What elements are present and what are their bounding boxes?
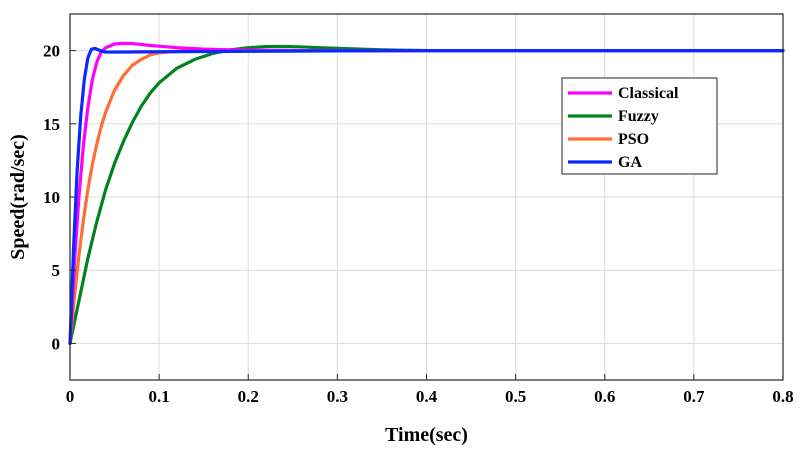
x-tick-label: 0.1 bbox=[149, 387, 170, 406]
y-tick-label: 5 bbox=[52, 261, 61, 280]
x-tick-label: 0.4 bbox=[416, 387, 438, 406]
legend-label-ga: GA bbox=[618, 154, 642, 171]
x-tick-label: 0.8 bbox=[772, 387, 793, 406]
legend: Classical Fuzzy PSO GA bbox=[561, 77, 718, 175]
y-tick-label: 20 bbox=[43, 42, 60, 61]
legend-label-pso: PSO bbox=[618, 131, 649, 148]
x-tick-label: 0.3 bbox=[327, 387, 348, 406]
x-tick-label: 0.6 bbox=[594, 387, 615, 406]
y-tick-label: 10 bbox=[43, 188, 60, 207]
y-tick-label: 0 bbox=[52, 334, 61, 353]
y-tick-label: 15 bbox=[43, 115, 60, 134]
x-tick-label: 0.2 bbox=[238, 387, 259, 406]
series-lines bbox=[68, 41, 785, 345]
legend-label-fuzzy: Fuzzy bbox=[618, 108, 659, 125]
series-line-ga bbox=[68, 46, 785, 345]
x-tick-label: 0.7 bbox=[683, 387, 705, 406]
x-tick-label: 0.5 bbox=[505, 387, 526, 406]
x-axis-label: Time(sec) bbox=[385, 424, 468, 446]
axis-ticks: 0 0.1 0.2 0.3 0.4 0.5 0.6 0.7 0.8 0 5 10 15 20 bbox=[43, 42, 794, 406]
x-tick-label: 0 bbox=[66, 387, 75, 406]
legend-label-classical: Classical bbox=[618, 85, 679, 102]
y-axis-label: Speed(rad/sec) bbox=[7, 134, 29, 260]
